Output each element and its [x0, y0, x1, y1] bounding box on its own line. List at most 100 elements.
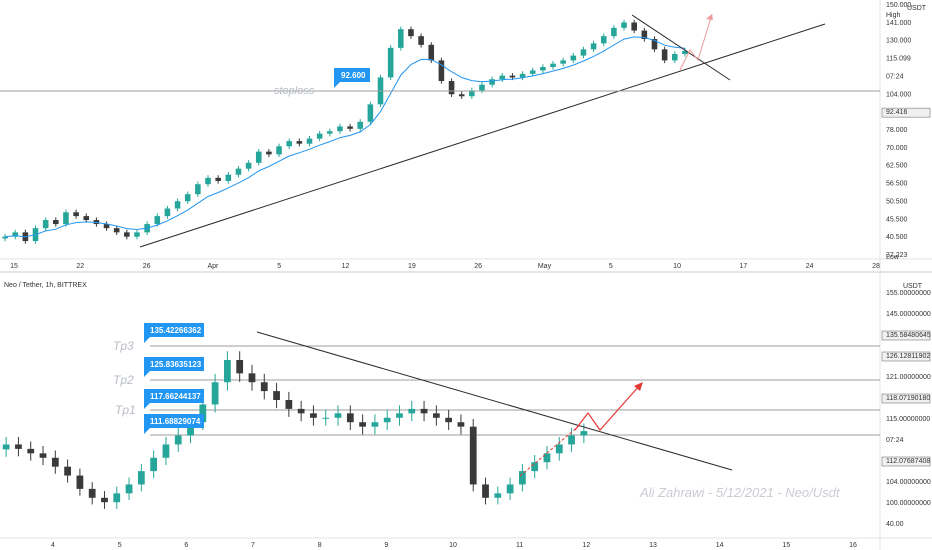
daily-candle[interactable]: [408, 29, 414, 37]
daily-candle[interactable]: [682, 50, 688, 55]
hourly-candle[interactable]: [174, 435, 182, 445]
hourly-candle[interactable]: [580, 431, 588, 436]
hourly-candle[interactable]: [211, 382, 219, 405]
hourly-candle[interactable]: [371, 422, 379, 427]
daily-candle[interactable]: [580, 49, 587, 56]
daily-candle[interactable]: [499, 75, 506, 80]
hourly-candle[interactable]: [469, 426, 477, 485]
daily-candle[interactable]: [600, 36, 607, 44]
daily-candle[interactable]: [63, 212, 69, 225]
hourly-candle[interactable]: [494, 493, 502, 498]
hourly-candle[interactable]: [408, 408, 416, 414]
daily-candle[interactable]: [448, 81, 455, 95]
daily-candle[interactable]: [276, 146, 282, 155]
hourly-candle[interactable]: [396, 413, 403, 418]
daily-candle[interactable]: [124, 232, 130, 237]
hourly-candle[interactable]: [346, 413, 354, 423]
hourly-candle[interactable]: [248, 373, 256, 383]
daily-candle[interactable]: [255, 151, 262, 163]
hourly-candle[interactable]: [457, 422, 465, 427]
daily-candle[interactable]: [489, 79, 495, 85]
hourly-candle[interactable]: [334, 413, 342, 418]
daily-candle[interactable]: [83, 216, 90, 221]
daily-candle[interactable]: [529, 70, 536, 74]
daily-candle[interactable]: [458, 94, 465, 97]
hourly-candle[interactable]: [162, 444, 170, 458]
daily-candle[interactable]: [2, 236, 8, 239]
daily-candle[interactable]: [519, 73, 526, 78]
daily-candle[interactable]: [479, 84, 485, 91]
daily-candle[interactable]: [611, 27, 617, 37]
daily-candle[interactable]: [469, 90, 475, 97]
daily-candle[interactable]: [387, 47, 394, 78]
hourly-candle[interactable]: [506, 484, 514, 494]
daily-candle[interactable]: [337, 126, 343, 132]
daily-candle[interactable]: [113, 228, 120, 233]
daily-candle[interactable]: [418, 36, 424, 45]
bottom-time-axis[interactable]: 4 5 6 7 8 9 10 11 12 13 14 15 16: [51, 542, 857, 549]
daily-candle[interactable]: [215, 177, 221, 181]
hourly-candle[interactable]: [273, 391, 280, 400]
hourly-candle[interactable]: [15, 444, 22, 449]
daily-candle[interactable]: [174, 201, 181, 209]
daily-candle[interactable]: [195, 184, 201, 195]
bottom-price-axis[interactable]: 155.00000000 145.00000000 135.58480645 126.…: [881, 290, 931, 528]
daily-candle[interactable]: [347, 126, 353, 129]
daily-candle[interactable]: [509, 75, 516, 78]
daily-candle[interactable]: [560, 60, 566, 64]
hourly-candle[interactable]: [199, 404, 207, 423]
daily-candle[interactable]: [398, 29, 404, 48]
daily-candle[interactable]: [154, 216, 161, 225]
daily-candle[interactable]: [438, 60, 445, 82]
daily-candle[interactable]: [205, 177, 211, 185]
hourly-candle[interactable]: [137, 471, 145, 485]
daily-candle[interactable]: [73, 212, 79, 217]
daily-candle[interactable]: [550, 63, 556, 68]
hourly-candle[interactable]: [51, 457, 59, 467]
hourly-candle[interactable]: [88, 488, 96, 498]
hourly-candle[interactable]: [359, 422, 366, 427]
hourly-candle[interactable]: [113, 493, 121, 503]
daily-candle[interactable]: [53, 220, 59, 225]
hourly-candle[interactable]: [445, 417, 453, 423]
hourly-candle[interactable]: [260, 382, 268, 392]
hourly-candle[interactable]: [482, 484, 489, 498]
daily-candle[interactable]: [134, 232, 140, 237]
daily-candle[interactable]: [621, 22, 627, 28]
daily-candle[interactable]: [357, 121, 364, 129]
daily-candle[interactable]: [326, 131, 333, 134]
hourly-candle[interactable]: [76, 475, 84, 489]
hourly-candle[interactable]: [285, 400, 293, 409]
hourly-candle[interactable]: [236, 360, 244, 374]
daily-candle[interactable]: [306, 138, 313, 144]
hourly-candle[interactable]: [101, 497, 108, 503]
daily-candle[interactable]: [540, 67, 546, 71]
daily-candle[interactable]: [266, 151, 272, 155]
daily-candle[interactable]: [225, 174, 232, 181]
daily-candle[interactable]: [184, 194, 191, 202]
daily-candle[interactable]: [641, 30, 648, 39]
hourly-candle[interactable]: [519, 471, 526, 485]
daily-candle[interactable]: [590, 43, 597, 50]
hourly-candle[interactable]: [432, 413, 440, 418]
hourly-candle[interactable]: [27, 448, 35, 454]
hourly-candle[interactable]: [150, 457, 158, 472]
hourly-candle[interactable]: [310, 413, 317, 418]
hourly-candle[interactable]: [555, 444, 563, 454]
daily-candle[interactable]: [570, 55, 577, 61]
daily-candle[interactable]: [245, 162, 252, 169]
hourly-candle[interactable]: [187, 422, 194, 436]
daily-candle[interactable]: [631, 22, 637, 31]
hourly-candle[interactable]: [568, 435, 575, 445]
daily-candle[interactable]: [286, 141, 292, 147]
daily-candle[interactable]: [164, 208, 171, 217]
daily-candle[interactable]: [661, 49, 668, 61]
daily-candle[interactable]: [235, 168, 242, 175]
hourly-candle[interactable]: [125, 484, 133, 494]
daily-candle[interactable]: [428, 44, 435, 61]
hourly-candle[interactable]: [420, 408, 428, 414]
daily-candle[interactable]: [671, 54, 678, 61]
top-price-axis[interactable]: 150.000 141.000 130.000 115.099 07:24 104.000…: [881, 2, 931, 259]
daily-candle[interactable]: [42, 220, 49, 229]
